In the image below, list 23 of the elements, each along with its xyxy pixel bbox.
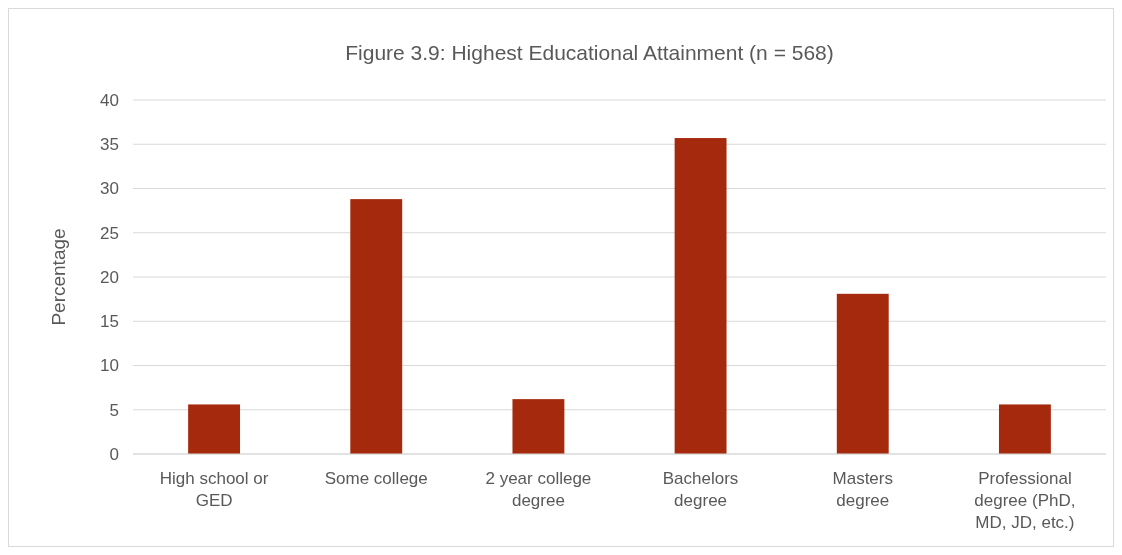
y-axis-title: Percentage bbox=[48, 228, 69, 326]
bar bbox=[512, 399, 565, 454]
bar bbox=[674, 138, 727, 454]
y-tick-label: 15 bbox=[100, 312, 119, 332]
y-tick-label: 30 bbox=[100, 179, 119, 199]
y-tick-label: 35 bbox=[100, 135, 119, 155]
y-tick-label: 0 bbox=[109, 444, 119, 464]
bar bbox=[188, 404, 241, 454]
bar bbox=[350, 199, 403, 454]
chart-title: Figure 3.9: Highest Educational Attainment (n = 568) bbox=[345, 41, 834, 64]
y-tick-label: 5 bbox=[109, 400, 119, 420]
y-tick-label: 10 bbox=[100, 356, 119, 376]
y-tick-label: 20 bbox=[100, 267, 119, 287]
bar bbox=[998, 404, 1051, 454]
x-tick-label: Some college bbox=[324, 469, 428, 488]
x-tick-label: 2 year college degree bbox=[485, 469, 592, 510]
y-tick-label: 25 bbox=[100, 223, 119, 243]
y-tick-label: 40 bbox=[100, 90, 119, 110]
bar bbox=[836, 293, 889, 454]
x-tick-label: Bachelors degree bbox=[662, 469, 739, 510]
x-tick-label: Masters degree bbox=[832, 469, 893, 510]
x-tick-label: High school or GED bbox=[159, 469, 269, 510]
x-tick-label: Professional degree (PhD, MD, JD, etc.) bbox=[974, 469, 1076, 532]
